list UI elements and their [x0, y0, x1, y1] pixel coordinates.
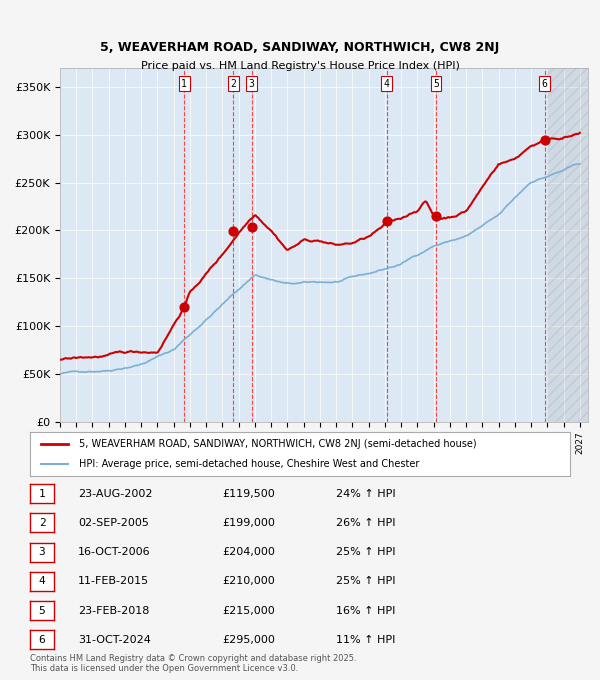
- Point: [179, 302, 189, 313]
- Text: 3: 3: [248, 79, 254, 88]
- Text: £119,500: £119,500: [222, 489, 275, 498]
- Text: 2: 2: [38, 518, 46, 528]
- Point: [247, 221, 256, 232]
- Text: £204,000: £204,000: [222, 547, 275, 557]
- Text: 11% ↑ HPI: 11% ↑ HPI: [336, 635, 395, 645]
- Text: 24% ↑ HPI: 24% ↑ HPI: [336, 489, 395, 498]
- Text: 6: 6: [38, 635, 46, 645]
- Text: 4: 4: [384, 79, 390, 88]
- Text: 4: 4: [38, 577, 46, 586]
- Text: 6: 6: [542, 79, 548, 88]
- Point: [540, 134, 550, 145]
- Point: [431, 211, 441, 222]
- Text: 2: 2: [230, 79, 236, 88]
- Text: HPI: Average price, semi-detached house, Cheshire West and Chester: HPI: Average price, semi-detached house,…: [79, 458, 419, 469]
- Text: 1: 1: [38, 489, 46, 498]
- Text: 5: 5: [38, 606, 46, 615]
- Text: 1: 1: [181, 79, 187, 88]
- Text: 11-FEB-2015: 11-FEB-2015: [78, 577, 149, 586]
- Text: 26% ↑ HPI: 26% ↑ HPI: [336, 518, 395, 528]
- Text: £295,000: £295,000: [222, 635, 275, 645]
- Point: [382, 216, 392, 226]
- Text: 5, WEAVERHAM ROAD, SANDIWAY, NORTHWICH, CW8 2NJ (semi-detached house): 5, WEAVERHAM ROAD, SANDIWAY, NORTHWICH, …: [79, 439, 476, 449]
- Text: 25% ↑ HPI: 25% ↑ HPI: [336, 577, 395, 586]
- Text: 5, WEAVERHAM ROAD, SANDIWAY, NORTHWICH, CW8 2NJ: 5, WEAVERHAM ROAD, SANDIWAY, NORTHWICH, …: [100, 41, 500, 54]
- Text: 3: 3: [38, 547, 46, 557]
- Text: 23-FEB-2018: 23-FEB-2018: [78, 606, 149, 615]
- Text: 16-OCT-2006: 16-OCT-2006: [78, 547, 151, 557]
- Text: Contains HM Land Registry data © Crown copyright and database right 2025.
This d: Contains HM Land Registry data © Crown c…: [30, 653, 356, 673]
- Text: Price paid vs. HM Land Registry's House Price Index (HPI): Price paid vs. HM Land Registry's House …: [140, 61, 460, 71]
- Text: £199,000: £199,000: [222, 518, 275, 528]
- Text: 5: 5: [433, 79, 439, 88]
- Text: 16% ↑ HPI: 16% ↑ HPI: [336, 606, 395, 615]
- Text: 25% ↑ HPI: 25% ↑ HPI: [336, 547, 395, 557]
- Text: 23-AUG-2002: 23-AUG-2002: [78, 489, 152, 498]
- Text: 02-SEP-2005: 02-SEP-2005: [78, 518, 149, 528]
- Text: 31-OCT-2024: 31-OCT-2024: [78, 635, 151, 645]
- Bar: [547, 68, 588, 422]
- Point: [229, 226, 238, 237]
- Text: £210,000: £210,000: [222, 577, 275, 586]
- Text: £215,000: £215,000: [222, 606, 275, 615]
